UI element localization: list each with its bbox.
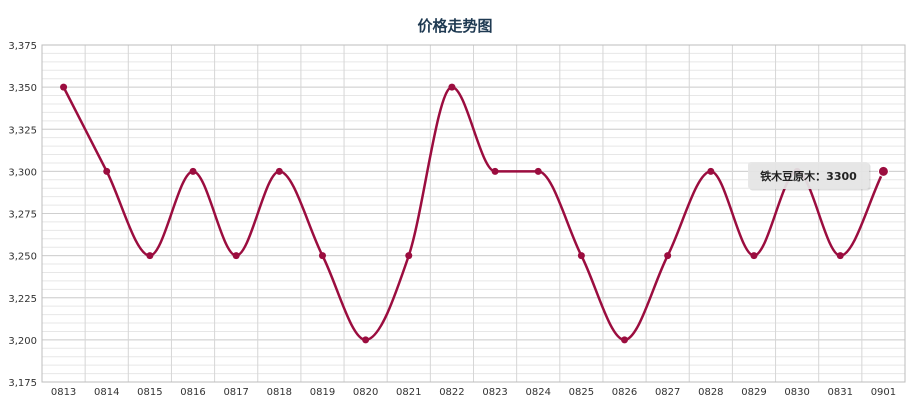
x-tick-label: 0828 <box>698 387 723 398</box>
x-tick-label: 0901 <box>871 387 896 398</box>
x-tick-label: 0821 <box>396 387 421 398</box>
data-point[interactable] <box>707 167 715 175</box>
y-tick-label: 3,300 <box>8 167 37 178</box>
x-tick-label: 0820 <box>353 387 378 398</box>
data-point[interactable] <box>318 252 326 260</box>
series-layer <box>62 85 885 342</box>
data-point[interactable] <box>877 165 889 177</box>
data-point[interactable] <box>836 252 844 260</box>
data-point[interactable] <box>664 252 672 260</box>
y-tick-label: 3,325 <box>8 125 37 136</box>
x-tick-label: 0817 <box>223 387 248 398</box>
tooltip-text: 铁木豆原木：3300 <box>760 169 857 183</box>
x-axis: 0813 0814 0815 0816 0817 0818 0819 0820 0821 0822… <box>51 387 896 398</box>
y-tick-label: 3,350 <box>8 83 37 94</box>
tooltip-box <box>748 162 869 189</box>
data-point[interactable] <box>621 336 629 344</box>
data-point[interactable] <box>189 167 197 175</box>
data-point[interactable] <box>103 167 111 175</box>
x-tick-label: 0819 <box>310 387 335 398</box>
data-point[interactable] <box>275 167 283 175</box>
x-tick-label: 0830 <box>784 387 809 398</box>
y-tick-label: 3,375 <box>8 41 37 52</box>
data-point[interactable] <box>577 252 585 260</box>
x-tick-label: 0831 <box>828 387 853 398</box>
x-tick-label: 0825 <box>569 387 594 398</box>
y-tick-label: 3,225 <box>8 294 37 305</box>
x-tick-label: 0827 <box>655 387 680 398</box>
series-line <box>62 85 885 342</box>
x-tick-label: 0818 <box>267 387 292 398</box>
x-tick-label: 0815 <box>137 387 162 398</box>
data-point[interactable] <box>448 83 456 91</box>
x-tick-label: 0816 <box>180 387 205 398</box>
x-tick-label: 0813 <box>51 387 76 398</box>
x-tick-label: 0822 <box>439 387 464 398</box>
x-tick-label: 0826 <box>612 387 637 398</box>
data-point[interactable] <box>362 336 370 344</box>
y-tick-label: 3,250 <box>8 252 37 263</box>
y-tick-label: 3,275 <box>8 210 37 221</box>
data-point[interactable] <box>750 252 758 260</box>
x-tick-label: 0814 <box>94 387 119 398</box>
plot-frame <box>41 44 906 383</box>
x-tick-label: 0829 <box>741 387 766 398</box>
data-point[interactable] <box>534 167 542 175</box>
plot-border <box>41 44 906 383</box>
points-layer <box>60 83 889 344</box>
data-point[interactable] <box>232 252 240 260</box>
data-point[interactable] <box>405 252 413 260</box>
y-axis: 3,175 3,200 3,225 3,250 3,275 3,300 3,325 3,350… <box>8 41 37 389</box>
x-tick-label: 0823 <box>482 387 507 398</box>
chart-title: 价格走势图 <box>417 17 492 35</box>
data-point[interactable] <box>491 167 499 175</box>
y-tick-label: 3,200 <box>8 336 37 347</box>
tooltip-layer: 铁木豆原木：3300 <box>748 162 871 191</box>
x-tick-label: 0824 <box>525 387 550 398</box>
data-point[interactable] <box>60 83 68 91</box>
y-tick-label: 3,175 <box>8 378 37 389</box>
data-point[interactable] <box>146 252 154 260</box>
